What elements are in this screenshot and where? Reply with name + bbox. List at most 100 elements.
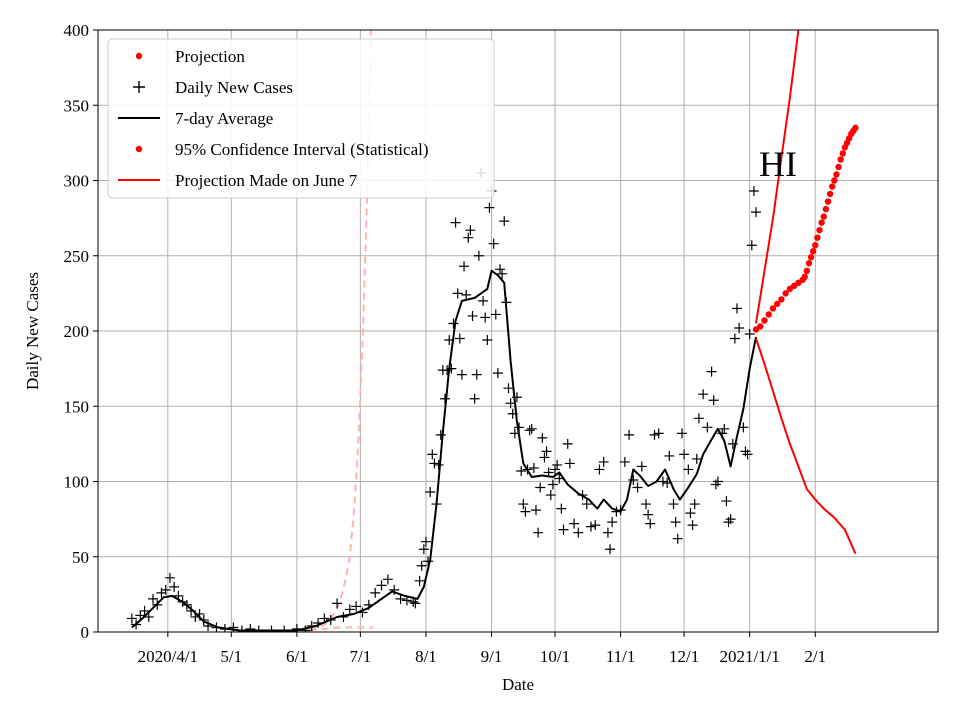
daily-new-cases-point — [687, 520, 698, 531]
daily-new-cases-point — [746, 240, 757, 251]
daily-new-cases-point — [429, 458, 440, 469]
daily-new-cases-point — [169, 581, 180, 592]
daily-new-cases-point — [423, 556, 434, 567]
x-tick-label: 12/1 — [669, 647, 699, 666]
projection-point — [826, 190, 834, 198]
x-tick-label: 2021/1/1 — [719, 647, 779, 666]
daily-new-cases-point — [615, 505, 626, 516]
x-axis-label: Date — [502, 675, 534, 694]
daily-new-cases-point — [541, 446, 552, 457]
daily-new-cases-point — [450, 217, 461, 228]
daily-new-cases-point — [164, 572, 175, 583]
daily-new-cases-point — [524, 425, 535, 436]
daily-new-cases-point — [636, 461, 647, 472]
daily-new-cases-point — [148, 593, 159, 604]
legend: Projection Daily New Cases 7-day Average 95… — [107, 38, 495, 199]
daily-new-cases-point — [679, 449, 690, 460]
projection-point — [809, 248, 817, 255]
daily-new-cases-point — [473, 250, 484, 261]
daily-new-cases-point — [370, 587, 381, 598]
daily-new-cases-point — [306, 620, 317, 631]
daily-new-cases-point — [463, 232, 474, 243]
daily-new-cases-point — [585, 521, 596, 532]
95-confidence-interval-statistical-line — [755, 30, 800, 324]
daily-new-cases-point — [643, 509, 654, 520]
daily-new-cases-point — [605, 544, 616, 555]
daily-new-cases-point — [181, 599, 192, 610]
legend-marker-95-confidence-interval-statistical — [135, 145, 143, 153]
daily-new-cases-point — [526, 423, 537, 434]
daily-new-cases-point — [203, 620, 214, 631]
daily-new-cases-point — [389, 584, 400, 595]
daily-new-cases-point — [505, 398, 516, 409]
daily-new-cases-point — [194, 608, 205, 619]
daily-new-cases-point — [143, 611, 154, 622]
daily-new-cases-point — [744, 329, 755, 340]
projection-point — [835, 163, 842, 171]
daily-new-cases-point — [363, 599, 374, 610]
daily-new-cases-point — [708, 395, 719, 406]
projection-point — [829, 183, 836, 190]
daily-new-cases-point — [670, 517, 681, 528]
ticks: 2020/4/1 5/1 6/1 7/1 8/1 9/1 10/1 11/1 12/1 2021/… — [64, 21, 827, 666]
y-tick-label: 100 — [64, 473, 90, 492]
daily-new-cases-point — [425, 487, 436, 498]
daily-new-cases-point — [198, 614, 209, 625]
daily-new-cases-point — [332, 598, 343, 609]
daily-new-cases-point — [729, 333, 740, 344]
chart-annotation: HI — [759, 144, 797, 184]
daily-new-cases-point — [516, 465, 527, 476]
projection-point — [765, 311, 772, 318]
legend-label-projection-made-on-june-7: Projection Made on June 7 — [175, 171, 358, 190]
daily-new-cases-point — [554, 473, 565, 484]
projection-point — [805, 260, 813, 267]
projection-point — [833, 171, 840, 178]
daily-new-cases-point — [624, 429, 635, 440]
projection-point — [822, 205, 830, 213]
daily-new-cases-point — [558, 524, 569, 535]
daily-new-cases-point — [611, 506, 622, 517]
daily-new-cases-point — [662, 478, 673, 489]
x-tick-label: 9/1 — [481, 647, 503, 666]
y-tick-label: 300 — [64, 172, 90, 191]
daily-new-cases-point — [471, 369, 482, 380]
projection-point — [807, 254, 815, 261]
daily-new-cases-point — [520, 506, 531, 517]
projection-point — [801, 273, 808, 281]
daily-new-cases-point — [528, 462, 539, 473]
daily-new-cases-point — [490, 309, 501, 320]
projection-point — [803, 267, 811, 274]
daily-new-cases-point — [689, 499, 700, 510]
projection-point — [757, 323, 764, 330]
legend-marker-daily-new-cases — [133, 81, 145, 93]
daily-new-cases-point — [442, 365, 453, 376]
daily-new-cases-point — [499, 216, 510, 227]
daily-new-cases-point — [556, 503, 567, 514]
x-tick-label: 10/1 — [540, 647, 570, 666]
daily-new-cases-point — [219, 623, 230, 632]
daily-new-cases-point — [685, 508, 696, 519]
daily-new-cases-point — [416, 560, 427, 571]
x-tick-label: 2/1 — [804, 647, 826, 666]
daily-new-cases-point — [672, 533, 683, 544]
daily-new-cases-point — [338, 611, 349, 622]
daily-new-cases-point — [454, 333, 465, 344]
daily-new-cases-point — [444, 335, 455, 346]
daily-new-cases-point — [160, 584, 171, 595]
daily-new-cases-point — [537, 432, 548, 443]
daily-new-cases-point — [480, 312, 491, 323]
daily-new-cases-point — [266, 625, 277, 632]
x-tick-label: 2020/4/1 — [138, 647, 198, 666]
legend-label-7-day-average: 7-day Average — [175, 109, 273, 128]
daily-new-cases-point — [706, 366, 717, 377]
y-tick-label: 0 — [81, 623, 90, 642]
daily-new-cases-point — [459, 261, 470, 272]
daily-new-cases-point — [376, 580, 387, 591]
daily-new-cases-point — [484, 202, 495, 213]
daily-new-cases-point — [712, 476, 723, 487]
daily-new-cases-point — [691, 453, 702, 464]
daily-new-cases-point — [173, 590, 184, 601]
daily-new-cases-point — [465, 225, 476, 236]
daily-new-cases-point — [653, 428, 664, 439]
daily-new-cases-point — [291, 623, 302, 632]
